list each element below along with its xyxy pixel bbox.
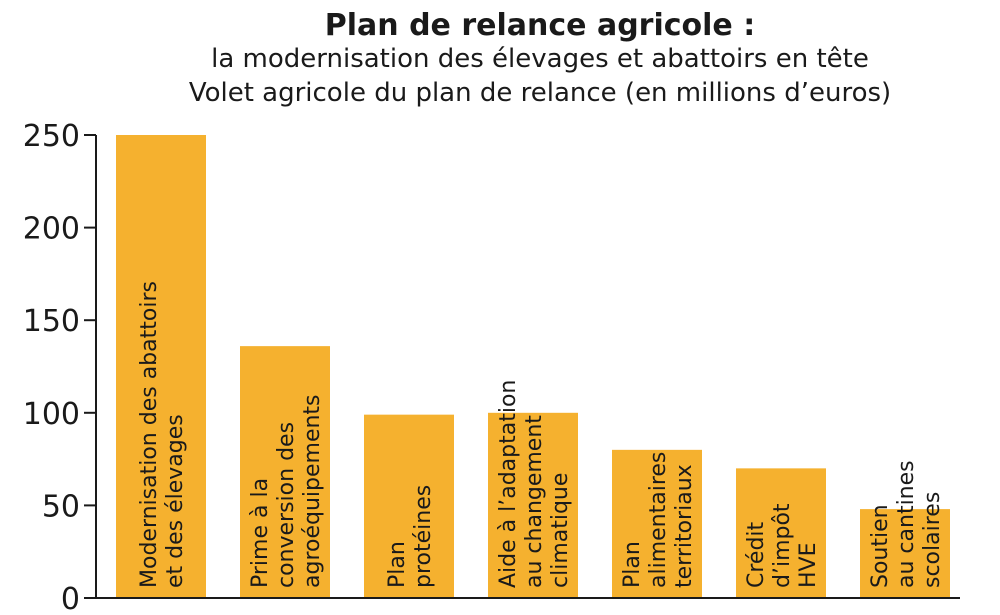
- bars-layer: [116, 135, 950, 598]
- bar-label-2-line-1: Prime à la: [248, 478, 273, 588]
- bar-label-1-line-1: Modernisation des abattoirs: [137, 281, 162, 588]
- bar-label-7: Soutienau cantinesscolaires: [868, 460, 945, 588]
- bar-label-6: Créditd’impôtHVE: [744, 503, 821, 588]
- bar-label-2-line-3: agroéquipements: [300, 394, 325, 588]
- bar-label-4: Aide à l’adaptationau changementclimatiq…: [496, 380, 573, 588]
- bar-label-5-line-2: alimentaires: [646, 452, 671, 588]
- y-tick-label-250: 250: [23, 119, 80, 154]
- bar-2: [240, 346, 330, 598]
- chart-subtitle-line-1: la modernisation des élevages et abattoi…: [211, 44, 869, 74]
- bar-5: [612, 449, 702, 598]
- bar-label-3-line-1: Plan: [385, 541, 410, 588]
- bar-label-3: Planprotéines: [385, 485, 436, 588]
- chart-title: Plan de relance agricole :: [324, 8, 756, 43]
- bar-label-5-line-1: Plan: [620, 541, 645, 588]
- bar-6: [736, 468, 826, 598]
- bar-labels-layer: Modernisation des abattoirset des élevag…: [137, 281, 945, 588]
- y-tick-label-0: 0: [61, 582, 80, 615]
- bar-label-4-line-2: au changement: [522, 415, 547, 588]
- bar-label-7-line-2: au cantines: [894, 460, 919, 588]
- bar-label-6-line-2: d’impôt: [770, 503, 795, 588]
- y-tick-label-200: 200: [23, 212, 80, 247]
- bar-label-7-line-3: scolaires: [920, 492, 945, 588]
- bar-label-5-line-3: territoriaux: [672, 464, 697, 588]
- bar-label-3-line-2: protéines: [411, 485, 436, 588]
- bar-1: [116, 135, 206, 598]
- bar-label-2: Prime à laconversion desagroéquipements: [248, 394, 325, 588]
- bar-label-7-line-1: Soutien: [868, 504, 893, 588]
- bar-3: [364, 414, 454, 598]
- y-tick-label-150: 150: [23, 304, 80, 339]
- y-axis: 0 50 100 150 200 250: [23, 119, 960, 615]
- chart-header: Plan de relance agricole : la modernisat…: [0, 0, 1000, 130]
- bar-label-1: Modernisation des abattoirset des élevag…: [137, 281, 188, 588]
- bar-label-5: Planalimentairesterritoriaux: [620, 452, 697, 588]
- bar-label-4-line-3: climatique: [548, 473, 573, 588]
- bar-label-6-line-3: HVE: [796, 543, 821, 589]
- bar-label-1-line-2: et des élevages: [163, 414, 188, 588]
- bar-label-6-line-1: Crédit: [744, 521, 769, 588]
- y-tick-label-100: 100: [23, 397, 80, 432]
- bar-label-2-line-2: conversion des: [274, 422, 299, 588]
- y-tick-label-50: 50: [42, 489, 80, 524]
- bar-7: [860, 509, 950, 598]
- chart-subtitle-line-2: Volet agricole du plan de relance (en mi…: [188, 78, 892, 108]
- bar-4: [488, 412, 578, 598]
- bar-label-4-line-1: Aide à l’adaptation: [496, 380, 521, 588]
